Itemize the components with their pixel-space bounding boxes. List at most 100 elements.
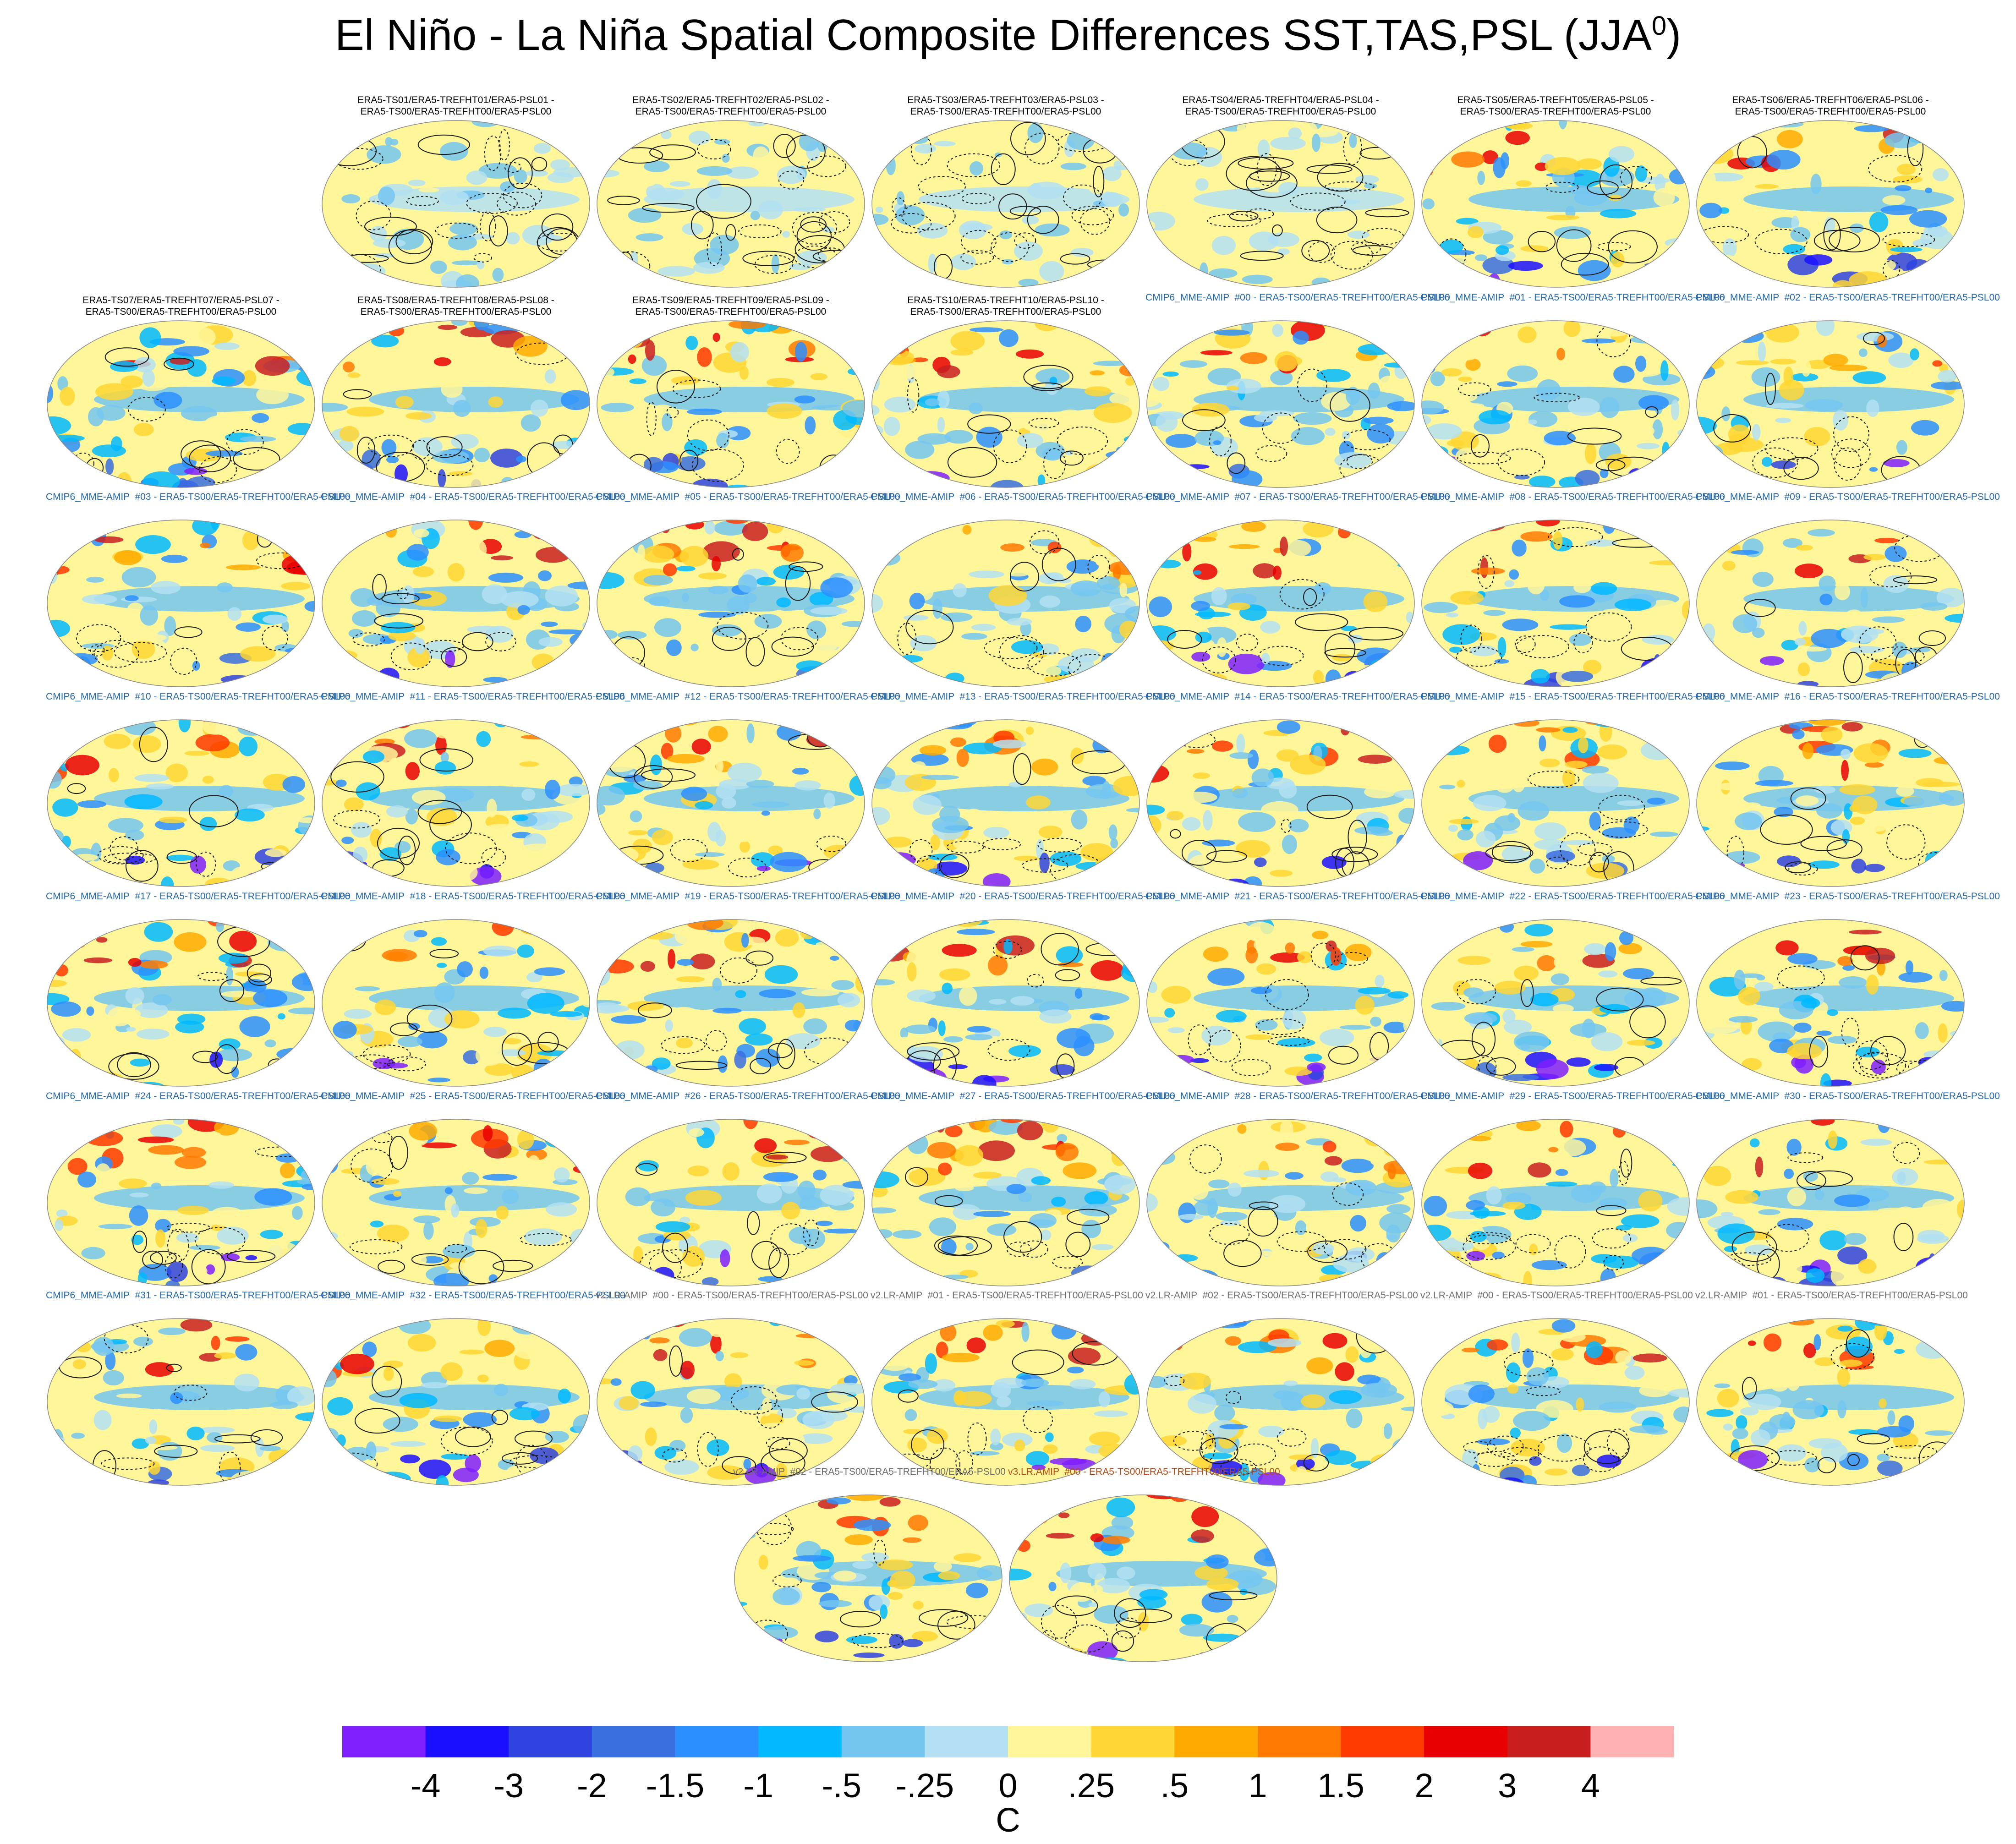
- shading-blob: [1147, 720, 1166, 741]
- robinson-map: [597, 520, 865, 687]
- shading-blob: [1649, 560, 1684, 565]
- shading-blob: [1771, 460, 1796, 469]
- robinson-map: [322, 1119, 590, 1286]
- shading-blob: [844, 1375, 858, 1385]
- psl-contour: [725, 224, 736, 241]
- shading-blob: [64, 1262, 87, 1272]
- shading-blob: [1706, 666, 1714, 678]
- shading-blob: [1098, 1391, 1110, 1408]
- shading-blob: [1201, 1592, 1233, 1613]
- shading-blob: [1332, 1177, 1347, 1182]
- shading-blob: [939, 721, 972, 730]
- psl-contour: [497, 192, 536, 216]
- shading-blob: [1466, 761, 1482, 776]
- shading-blob: [1451, 919, 1471, 930]
- shading-blob: [1017, 1121, 1043, 1141]
- shading-blob: [1748, 1394, 1781, 1410]
- shading-blob: [948, 1064, 968, 1069]
- shading-blob: [1147, 1241, 1170, 1253]
- psl-contour: [761, 1449, 805, 1477]
- shading-blob: [1666, 1222, 1689, 1239]
- shading-blob: [1269, 1195, 1306, 1213]
- shading-blob: [522, 224, 554, 246]
- shading-blob: [1237, 1124, 1247, 1134]
- shading-blob: [1147, 804, 1165, 815]
- psl-contour: [675, 1061, 727, 1070]
- shading-blob: [714, 139, 730, 145]
- shading-blob: [165, 763, 188, 782]
- shading-blob: [513, 1339, 546, 1360]
- map-outline: [597, 1119, 865, 1286]
- shading-blob: [1110, 838, 1118, 848]
- psl-contour: [189, 795, 239, 827]
- shading-blob: [816, 520, 844, 531]
- map-panel: v2.LR-AMIP #00 - ERA5-TS00/ERA5-TREFHT00…: [1420, 1290, 1693, 1487]
- shading-blob: [1811, 1119, 1835, 1126]
- shading-blob: [776, 723, 801, 741]
- shading-blob: [1115, 447, 1123, 462]
- shading-blob: [1274, 351, 1298, 372]
- shading-blob: [560, 327, 570, 332]
- shading-blob: [627, 1001, 664, 1011]
- psl-contour: [1471, 434, 1490, 458]
- shading-blob: [1925, 187, 1933, 193]
- shading-blob: [878, 125, 899, 142]
- shading-blob: [1008, 782, 1023, 788]
- shading-blob: [961, 633, 987, 640]
- psl-contour: [435, 222, 478, 239]
- shading-blob: [1516, 1120, 1541, 1132]
- shading-blob: [1742, 1058, 1762, 1071]
- shading-blob: [1733, 885, 1771, 886]
- colorbar-swatch: [1091, 1726, 1175, 1757]
- shading-blob: [1605, 942, 1616, 961]
- psl-contour: [515, 1430, 553, 1447]
- shading-blob: [603, 328, 611, 343]
- shading-blob: [1554, 955, 1572, 970]
- shading-blob: [1176, 328, 1194, 334]
- shading-blob: [149, 1419, 158, 1434]
- panel-title: v2.LR-AMIP #02 - ERA5-TS00/ERA5-TREFHT00…: [733, 1466, 1006, 1477]
- shading-blob: [1910, 1319, 1934, 1327]
- psl-contour: [1817, 1457, 1836, 1473]
- shading-blob: [851, 541, 865, 548]
- psl-contour: [1307, 1240, 1348, 1263]
- map-panel: CMIP6_MME-AMIP #13 - ERA5-TS00/ERA5-TREF…: [871, 691, 1175, 888]
- shading-blob: [1697, 328, 1709, 347]
- shading-blob: [214, 342, 240, 350]
- map-panel: CMIP6_MME-AMIP #24 - ERA5-TS00/ERA5-TREF…: [46, 1090, 351, 1287]
- shading-blob: [1699, 321, 1733, 324]
- map-outline: [1696, 1318, 1965, 1486]
- psl-contour: [1295, 613, 1348, 631]
- shading-blob: [1012, 1646, 1033, 1662]
- map-panel: CMIP6_MME-AMIP #03 - ERA5-TS00/ERA5-TREF…: [46, 491, 351, 688]
- shading-blob: [301, 1183, 315, 1190]
- shading-blob: [1278, 182, 1299, 196]
- psl-contour: [1868, 155, 1923, 183]
- shading-blob: [1608, 194, 1622, 201]
- shading-blob: [1665, 1335, 1685, 1347]
- shading-blob: [618, 473, 640, 480]
- shading-blob: [1803, 1343, 1816, 1358]
- psl-contour: [1071, 205, 1114, 225]
- shading-blob: [1060, 360, 1074, 367]
- psl-contour: [491, 1410, 508, 1425]
- psl-contour: [388, 230, 432, 264]
- shading-blob: [1814, 1357, 1835, 1366]
- panel-title: CMIP6_MME-AMIP #02 - ERA5-TS00/ERA5-TREF…: [1695, 292, 2000, 303]
- shading-blob: [604, 1066, 613, 1084]
- panel-title: CMIP6_MME-AMIP #19 - ERA5-TS00/ERA5-TREF…: [596, 891, 900, 902]
- psl-contour: [1199, 1437, 1238, 1464]
- shading-blob: [248, 876, 277, 886]
- shading-blob: [961, 223, 993, 231]
- map-outline: [1696, 1119, 1965, 1286]
- shading-blob: [268, 1449, 293, 1465]
- shading-blob: [86, 576, 104, 583]
- shading-blob: [1422, 834, 1435, 852]
- shading-blob: [65, 755, 99, 776]
- shading-blob: [872, 550, 901, 566]
- robinson-map: [597, 1318, 865, 1486]
- figure-title-text: El Niño - La Niña Spatial Composite Diff…: [334, 11, 1652, 60]
- shading-blob: [1118, 203, 1129, 217]
- shading-blob: [1057, 655, 1094, 673]
- shading-blob: [794, 1360, 814, 1366]
